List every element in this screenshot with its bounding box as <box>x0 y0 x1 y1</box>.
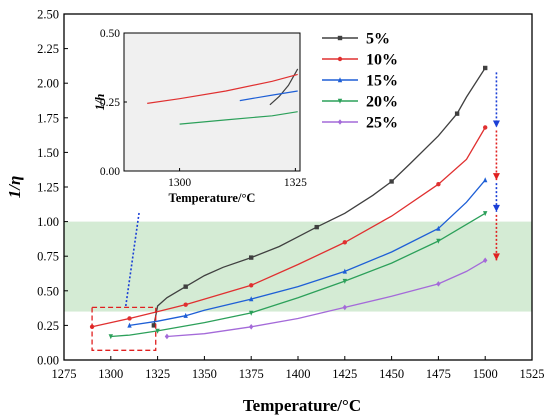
data-point <box>127 316 132 321</box>
inset-series-line-20% <box>179 111 298 125</box>
data-point <box>249 255 254 260</box>
legend-marker <box>337 77 343 83</box>
x-tick-label: 1375 <box>239 367 264 381</box>
data-point <box>183 284 188 289</box>
data-point <box>183 312 188 318</box>
inset-x-tick-label: 1300 <box>168 177 191 189</box>
data-point <box>151 323 157 328</box>
arrow-head <box>492 120 500 128</box>
highlight-box <box>91 306 157 351</box>
x-tick-label: 1275 <box>52 367 77 381</box>
inset-series-line-5% <box>269 68 299 106</box>
x-tick-label: 1500 <box>473 367 498 381</box>
data-point <box>108 334 113 340</box>
data-point <box>249 296 254 302</box>
x-tick-label: 1325 <box>145 367 170 381</box>
legend-label: 10% <box>366 52 398 69</box>
data-point <box>483 211 488 217</box>
data-point <box>454 111 460 116</box>
data-point <box>249 323 254 330</box>
x-tick-label: 1300 <box>98 367 123 381</box>
y-tick-label: 0.25 <box>37 319 59 333</box>
y-tick-label: 2.00 <box>37 77 59 91</box>
data-point <box>436 225 441 231</box>
series-line-5% <box>153 67 486 326</box>
data-point <box>342 304 347 311</box>
inset-series-line-10% <box>147 73 298 104</box>
data-point <box>342 268 347 274</box>
legend-label: 20% <box>366 94 398 111</box>
x-tick-label: 1350 <box>192 367 217 381</box>
y-tick-label: 0.00 <box>37 354 59 368</box>
data-point <box>389 179 394 184</box>
data-point <box>314 224 319 230</box>
inset-x-tick-label: 1325 <box>284 177 307 189</box>
series-line-20% <box>110 212 486 338</box>
data-point <box>483 257 488 264</box>
legend-marker <box>337 56 343 62</box>
x-tick-label: 1425 <box>332 367 357 381</box>
y-tick-label: 2.50 <box>37 8 59 22</box>
data-point <box>342 240 347 245</box>
data-point <box>483 65 488 71</box>
legend-marker <box>337 35 343 41</box>
data-point <box>342 278 347 284</box>
legend-label: 25% <box>366 115 398 132</box>
x-tick-label: 1475 <box>426 367 451 381</box>
data-point <box>436 281 441 287</box>
y-axis-label: 1/η <box>5 176 24 199</box>
y-tick-label: 0.50 <box>37 284 59 298</box>
data-point <box>164 333 170 340</box>
inset-y-axis-label: 1/h <box>93 94 107 111</box>
y-tick-label: 1.25 <box>37 181 59 195</box>
arrow-head <box>492 253 500 261</box>
data-point <box>436 182 441 187</box>
data-point <box>249 283 254 288</box>
data-point <box>155 328 160 334</box>
legend-marker <box>337 119 343 125</box>
inset-x-axis-label: Temperature/°C <box>169 191 256 205</box>
x-tick-label: 1450 <box>379 367 404 381</box>
legend-label: 5% <box>366 31 390 48</box>
legend-marker <box>337 98 343 104</box>
arrow-head <box>492 173 500 181</box>
x-tick-label: 1400 <box>286 367 311 381</box>
x-tick-label: 1525 <box>520 367 545 381</box>
x-axis-label: Temperature/°C <box>243 396 361 415</box>
data-point <box>483 177 488 183</box>
y-tick-label: 1.50 <box>37 146 59 160</box>
legend-label: 15% <box>366 73 398 90</box>
data-point <box>183 302 188 307</box>
inset-series-line-15% <box>239 90 298 102</box>
data-point <box>249 310 254 316</box>
y-tick-label: 0.75 <box>37 250 59 264</box>
data-point <box>483 125 488 130</box>
inset-y-tick-label: 0.00 <box>100 166 120 178</box>
y-tick-label: 1.00 <box>37 215 59 229</box>
inset-y-tick-label: 0.50 <box>100 28 120 40</box>
data-point <box>436 238 441 244</box>
inset-y-tick-label: 0.25 <box>100 97 120 109</box>
y-tick-label: 2.25 <box>37 42 59 56</box>
arrow-head <box>492 204 500 212</box>
y-tick-label: 1.75 <box>37 111 59 125</box>
data-point <box>127 322 132 328</box>
series-line-15% <box>129 179 486 327</box>
